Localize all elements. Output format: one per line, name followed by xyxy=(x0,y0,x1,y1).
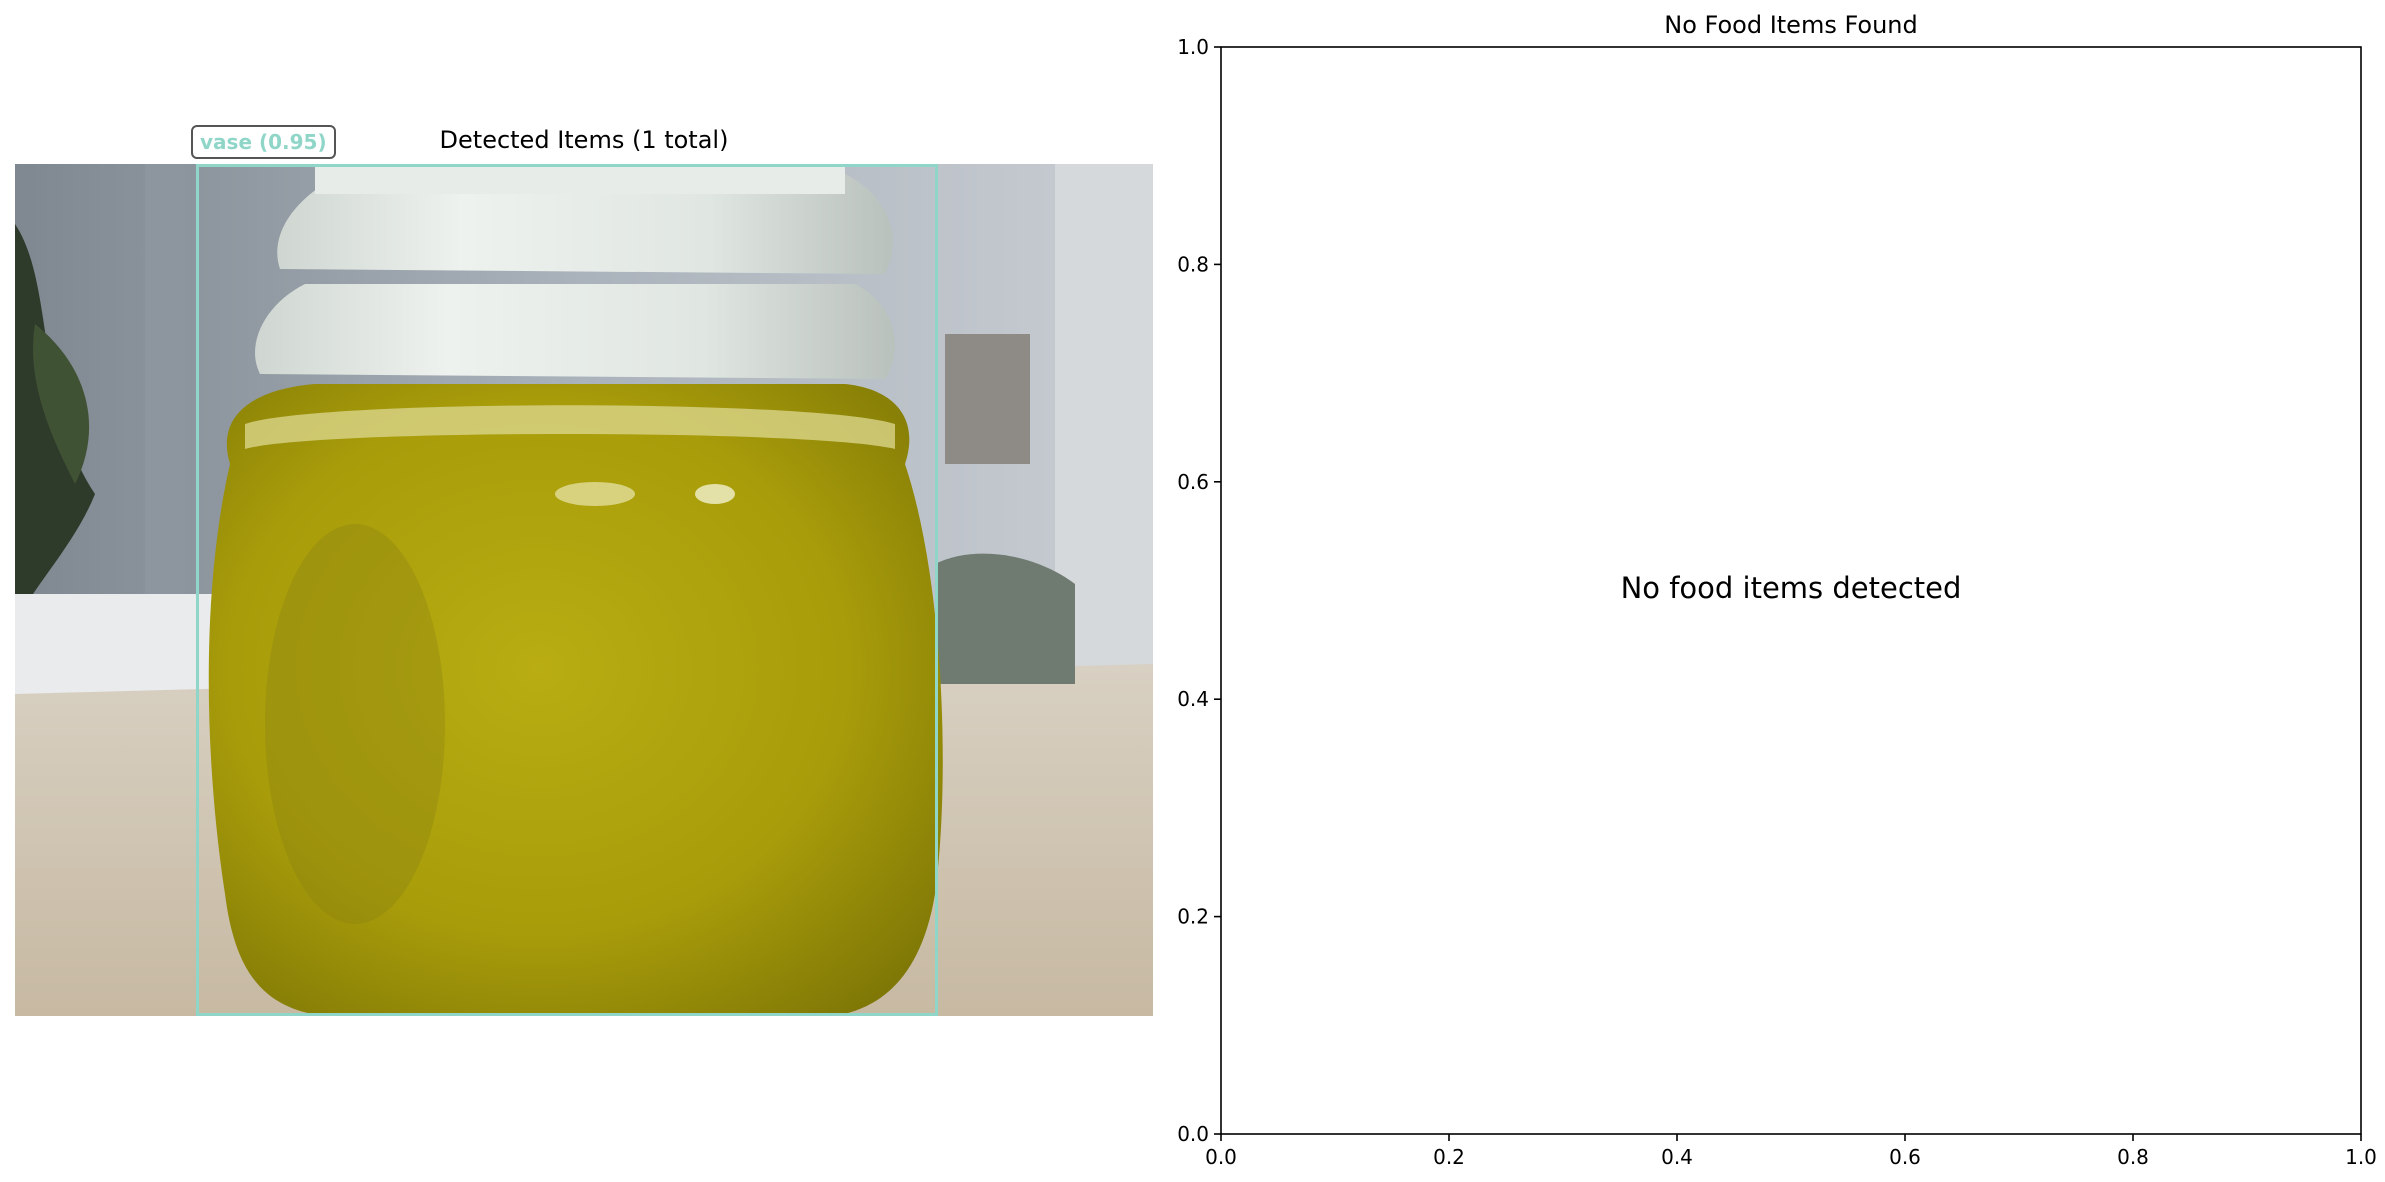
detection-label: vase (0.95) xyxy=(191,125,336,159)
x-tick-label: 0.6 xyxy=(1889,1145,1921,1169)
y-tick-label: 0.6 xyxy=(1177,470,1209,494)
axes-frame xyxy=(1220,46,2362,1135)
x-tick-label: 1.0 xyxy=(2345,1145,2377,1169)
detection-photo xyxy=(15,164,1153,1016)
x-tick-label: 0.2 xyxy=(1433,1145,1465,1169)
y-tick-label: 0.4 xyxy=(1177,687,1209,711)
y-tick-label: 1.0 xyxy=(1177,35,1209,59)
x-tick-label: 0.8 xyxy=(2117,1145,2149,1169)
detection-panel-title: Detected Items (1 total) xyxy=(439,126,729,154)
empty-chart-title: No Food Items Found xyxy=(1664,11,1918,39)
y-tick-label: 0.2 xyxy=(1177,905,1209,929)
x-tick-label: 0.4 xyxy=(1661,1145,1693,1169)
empty-chart-message: No food items detected xyxy=(1620,571,1962,605)
y-tick-label: 0.0 xyxy=(1177,1122,1209,1146)
x-tick-label: 0.0 xyxy=(1205,1145,1237,1169)
detection-bounding-box xyxy=(196,164,938,1016)
y-tick-label: 0.8 xyxy=(1177,252,1209,276)
